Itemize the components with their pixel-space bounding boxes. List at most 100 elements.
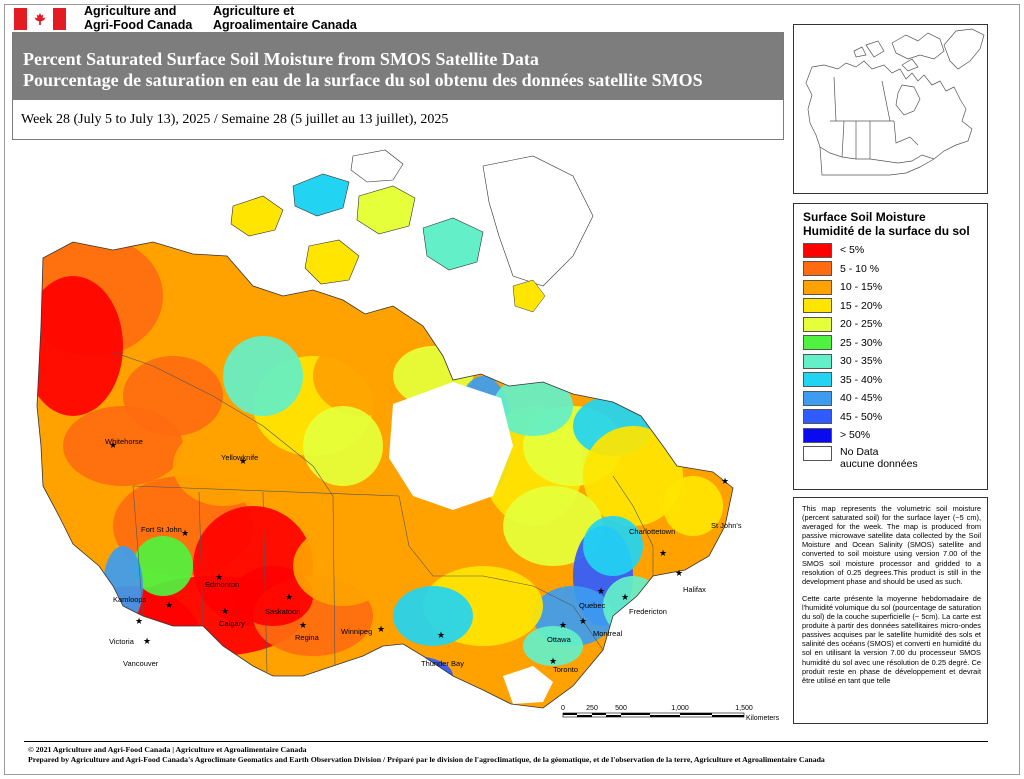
footer: © 2021 Agriculture and Agri-Food Canada … <box>28 745 825 765</box>
moisture-patch <box>133 536 193 596</box>
scale-tick-500: 500 <box>615 705 627 712</box>
map-title-fr: Pourcentage de saturation en eau de la s… <box>23 70 703 90</box>
legend-label: 30 - 35% <box>840 355 883 368</box>
agency-fr-line-1: Agriculture et <box>213 4 295 18</box>
legend-swatch <box>803 316 832 332</box>
city-label: Toronto <box>553 665 578 674</box>
legend-item: < 5% <box>803 241 987 260</box>
agency-name-fr: Agriculture et Agroalimentaire Canada <box>213 4 357 32</box>
scale-tick-1500: 1,500 <box>735 705 753 712</box>
city-label: Regina <box>295 633 320 642</box>
city-star-icon: ★ <box>675 569 683 579</box>
city-star-icon: ★ <box>299 621 307 631</box>
city-label: Whitehorse <box>105 437 143 446</box>
notes-box: This map represents the volumetric soil … <box>793 497 988 724</box>
scale-tick-1000: 1,000 <box>671 705 689 712</box>
legend-swatch <box>803 242 832 258</box>
soil-moisture-map: ★ Whitehorse ★ Yellowknife ★ Fort St John ★ Edm… <box>13 146 785 724</box>
city-label: Montreal <box>593 629 623 638</box>
moisture-patch <box>583 516 643 576</box>
moisture-patch <box>503 486 603 566</box>
city-star-icon: ★ <box>143 637 151 647</box>
city-label: Fredericton <box>629 607 667 616</box>
moisture-patch <box>223 336 303 416</box>
legend-swatch <box>803 335 832 351</box>
city-label: Fort St John <box>141 525 182 534</box>
legend-label-no-data-en: No Data <box>840 445 879 458</box>
map-subtitle-week: Week 28 (July 5 to July 13), 2025 / Sema… <box>21 112 449 127</box>
scale-unit: Kilometers <box>746 715 780 722</box>
legend-swatch <box>803 261 832 277</box>
city-label: Charlottetown <box>629 527 675 536</box>
moisture-patch <box>233 566 313 626</box>
city-label: Edmonton <box>205 580 239 589</box>
agency-fr-line-2: Agroalimentaire Canada <box>213 17 357 32</box>
agency-en-line-1: Agriculture and <box>84 4 177 18</box>
legend-label: 25 - 30% <box>840 336 883 349</box>
city-label: Saskatoon <box>265 607 300 616</box>
legend-swatch <box>803 390 832 406</box>
title-bar: Percent Saturated Surface Soil Moisture … <box>13 33 783 100</box>
inset-locator-map <box>793 24 988 194</box>
province-boundaries <box>112 351 654 673</box>
title-box: Percent Saturated Surface Soil Moisture … <box>12 32 784 140</box>
moisture-patch <box>583 426 683 526</box>
scale-tick-250: 250 <box>586 705 598 712</box>
city-star-icon: ★ <box>437 631 445 641</box>
legend-label: > 50% <box>840 429 871 442</box>
legend-title-en: Surface Soil Moisture <box>803 210 926 224</box>
legend-item: > 50% <box>803 426 987 445</box>
legend-label: < 5% <box>840 244 865 257</box>
legend-swatch <box>803 298 832 314</box>
legend-label: 20 - 25% <box>840 318 883 331</box>
legend-swatch <box>803 372 832 388</box>
legend-swatch <box>803 353 832 369</box>
legend-label: 10 - 15% <box>840 281 883 294</box>
legend-swatch-no-data <box>803 445 832 461</box>
legend-label: 15 - 20% <box>840 299 883 312</box>
legend-items: < 5% 5 - 10 % 10 - 15% 15 - 20% 20 - 25% 25 -… <box>803 241 987 445</box>
city-star-icon: ★ <box>135 617 143 627</box>
city-star-icon: ★ <box>215 573 223 583</box>
city-label: St John's <box>711 521 742 530</box>
moisture-patch <box>393 586 473 646</box>
city-label: Calgary <box>219 619 245 628</box>
legend-item: 10 - 15% <box>803 278 987 297</box>
city-star-icon: ★ <box>597 587 605 597</box>
legend-label: 5 - 10 % <box>840 262 880 275</box>
page-frame <box>4 4 1020 775</box>
legend-item: 25 - 30% <box>803 334 987 353</box>
city-label: Winnipeg <box>341 627 372 636</box>
canada-flag-logo <box>14 8 66 30</box>
city-star-icon: ★ <box>721 477 729 487</box>
legend-item: 30 - 35% <box>803 352 987 371</box>
legend-swatch <box>803 427 832 443</box>
legend-swatch <box>803 409 832 425</box>
moisture-patch <box>523 626 583 666</box>
legend: Surface Soil Moisture Humidité de la sur… <box>793 203 988 490</box>
moisture-patch <box>603 576 663 636</box>
legend-label-no-data-fr: aucune données <box>840 458 918 470</box>
moisture-patch <box>493 376 573 436</box>
legend-label: 40 - 45% <box>840 392 883 405</box>
footer-divider <box>24 741 988 742</box>
hudson-bay <box>389 382 513 510</box>
legend-swatch <box>803 279 832 295</box>
city-label: Quebec <box>579 601 606 610</box>
greenland <box>482 155 594 287</box>
moisture-patch <box>173 426 273 506</box>
legend-item: 5 - 10 % <box>803 260 987 279</box>
city-star-icon: ★ <box>659 549 667 559</box>
city-star-icon: ★ <box>109 441 117 451</box>
legend-item: 20 - 25% <box>803 315 987 334</box>
city-label: Yellowknife <box>221 453 258 462</box>
city-star-icon: ★ <box>165 601 173 611</box>
city-star-icon: ★ <box>549 657 557 667</box>
city-star-icon: ★ <box>621 593 629 603</box>
arctic-islands <box>230 149 594 313</box>
scale-tick-0: 0 <box>561 705 565 712</box>
moisture-patch <box>313 336 413 416</box>
moisture-patch <box>103 546 143 626</box>
city-label: Vancouver <box>123 659 159 668</box>
footer-prepared-by: Prepared by Agriculture and Agri-Food Ca… <box>28 755 825 765</box>
